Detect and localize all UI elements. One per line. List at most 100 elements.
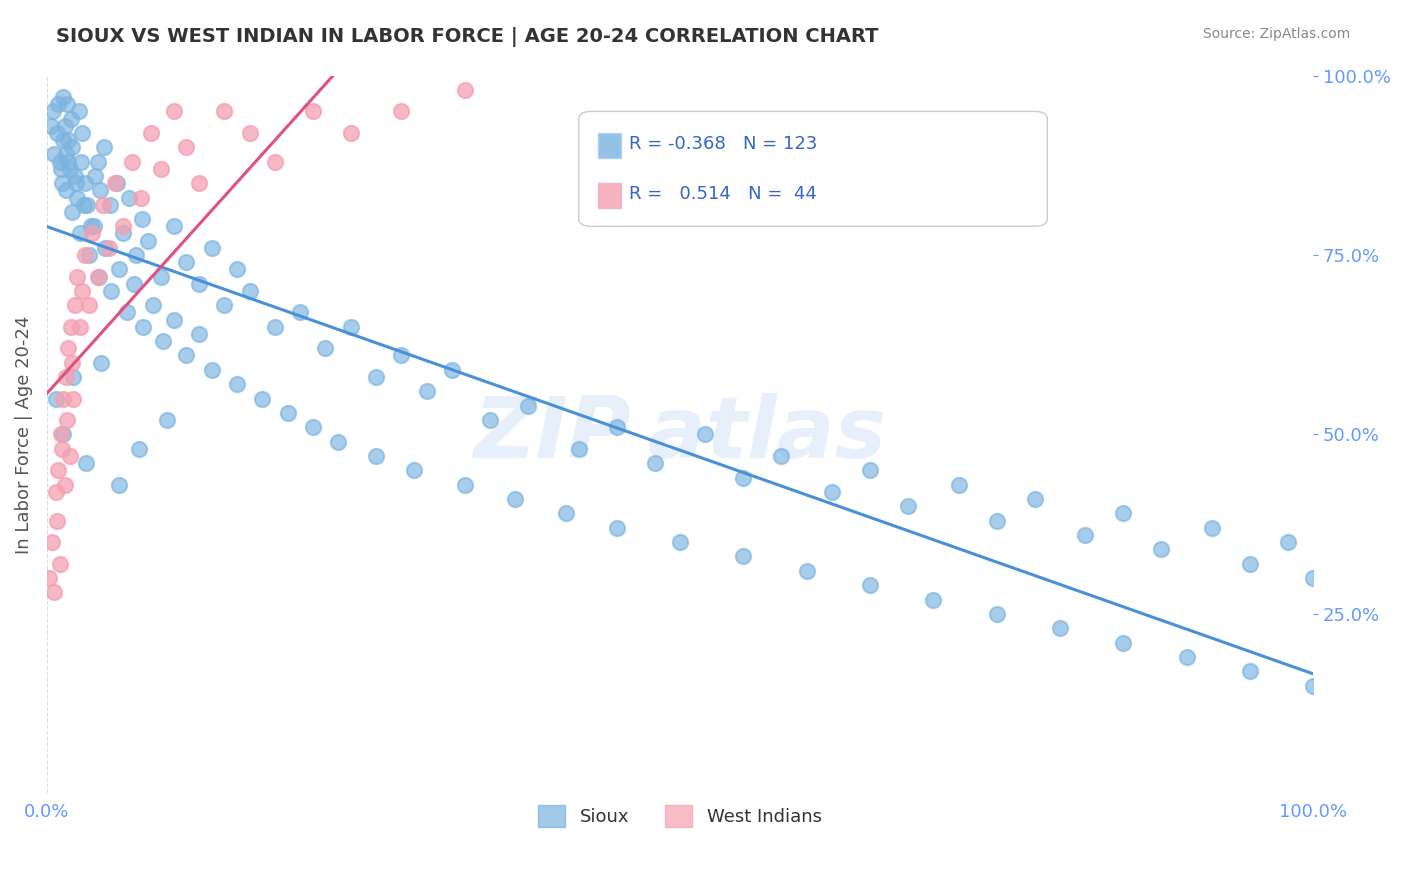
Point	[1024, 491, 1046, 506]
Point	[53, 119, 76, 133]
Point	[859, 463, 882, 477]
Point	[454, 83, 477, 97]
Point	[366, 370, 388, 384]
Y-axis label: In Labor Force | Age 20-24: In Labor Force | Age 20-24	[15, 315, 32, 554]
Point	[100, 284, 122, 298]
Point	[1175, 650, 1198, 665]
Point	[152, 334, 174, 348]
Point	[404, 463, 426, 477]
Point	[416, 384, 439, 399]
Point	[174, 140, 197, 154]
Point	[770, 449, 793, 463]
Point	[391, 349, 413, 363]
Point	[111, 227, 134, 241]
Point	[52, 90, 75, 104]
Point	[1112, 635, 1135, 649]
Point	[1074, 528, 1097, 542]
Point	[441, 363, 464, 377]
Point	[52, 392, 75, 406]
Point	[69, 319, 91, 334]
Point	[139, 126, 162, 140]
Point	[1302, 571, 1324, 585]
Point	[46, 97, 69, 112]
Point	[38, 571, 60, 585]
Point	[162, 219, 184, 234]
Point	[41, 535, 63, 549]
Point	[238, 126, 260, 140]
Point	[60, 205, 83, 219]
Point	[555, 507, 578, 521]
Point	[897, 500, 920, 514]
Point	[53, 477, 76, 491]
Point	[1277, 535, 1299, 549]
Point	[83, 219, 105, 234]
Point	[796, 564, 818, 578]
Point	[108, 262, 131, 277]
Point	[733, 549, 755, 564]
Point	[187, 326, 209, 341]
Point	[44, 147, 66, 161]
Point	[91, 198, 114, 212]
Point	[212, 104, 235, 119]
Point	[1201, 521, 1223, 535]
Point	[124, 248, 146, 262]
FancyBboxPatch shape	[598, 133, 620, 158]
Point	[669, 535, 692, 549]
Point	[86, 154, 108, 169]
Point	[263, 319, 285, 334]
Point	[59, 319, 82, 334]
Point	[87, 269, 110, 284]
Point	[391, 104, 413, 119]
Point	[60, 356, 83, 370]
Point	[454, 477, 477, 491]
Point	[250, 392, 273, 406]
Text: SIOUX VS WEST INDIAN IN LABOR FORCE | AGE 20-24 CORRELATION CHART: SIOUX VS WEST INDIAN IN LABOR FORCE | AG…	[56, 27, 879, 46]
Point	[1049, 621, 1071, 635]
Point	[301, 420, 323, 434]
Point	[51, 442, 73, 456]
Text: Source: ZipAtlas.com: Source: ZipAtlas.com	[1202, 27, 1350, 41]
Point	[51, 176, 73, 190]
Point	[69, 227, 91, 241]
Point	[695, 427, 717, 442]
Point	[98, 198, 121, 212]
Point	[263, 154, 285, 169]
Point	[129, 190, 152, 204]
Point	[108, 477, 131, 491]
Point	[42, 104, 65, 119]
Point	[821, 484, 844, 499]
Point	[105, 176, 128, 190]
Legend: Sioux, West Indians: Sioux, West Indians	[531, 798, 830, 835]
Point	[121, 154, 143, 169]
Point	[56, 97, 79, 112]
Point	[479, 413, 502, 427]
Point	[118, 190, 141, 204]
Point	[174, 255, 197, 269]
Point	[340, 126, 363, 140]
Point	[505, 491, 527, 506]
Point	[49, 161, 72, 176]
Point	[93, 140, 115, 154]
Point	[606, 420, 628, 434]
Point	[52, 133, 75, 147]
Point	[1112, 507, 1135, 521]
Point	[238, 284, 260, 298]
Point	[288, 305, 311, 319]
Point	[568, 442, 591, 456]
Point	[59, 449, 82, 463]
Text: ZIP atlas: ZIP atlas	[474, 393, 887, 476]
Point	[66, 269, 89, 284]
Point	[94, 241, 117, 255]
Point	[56, 413, 79, 427]
Point	[104, 176, 127, 190]
Point	[132, 319, 155, 334]
Point	[1302, 679, 1324, 693]
Point	[111, 219, 134, 234]
Point	[39, 119, 62, 133]
Point	[66, 190, 89, 204]
Point	[70, 154, 93, 169]
Point	[63, 169, 86, 183]
Point	[136, 234, 159, 248]
Point	[72, 126, 94, 140]
Point	[986, 514, 1008, 528]
